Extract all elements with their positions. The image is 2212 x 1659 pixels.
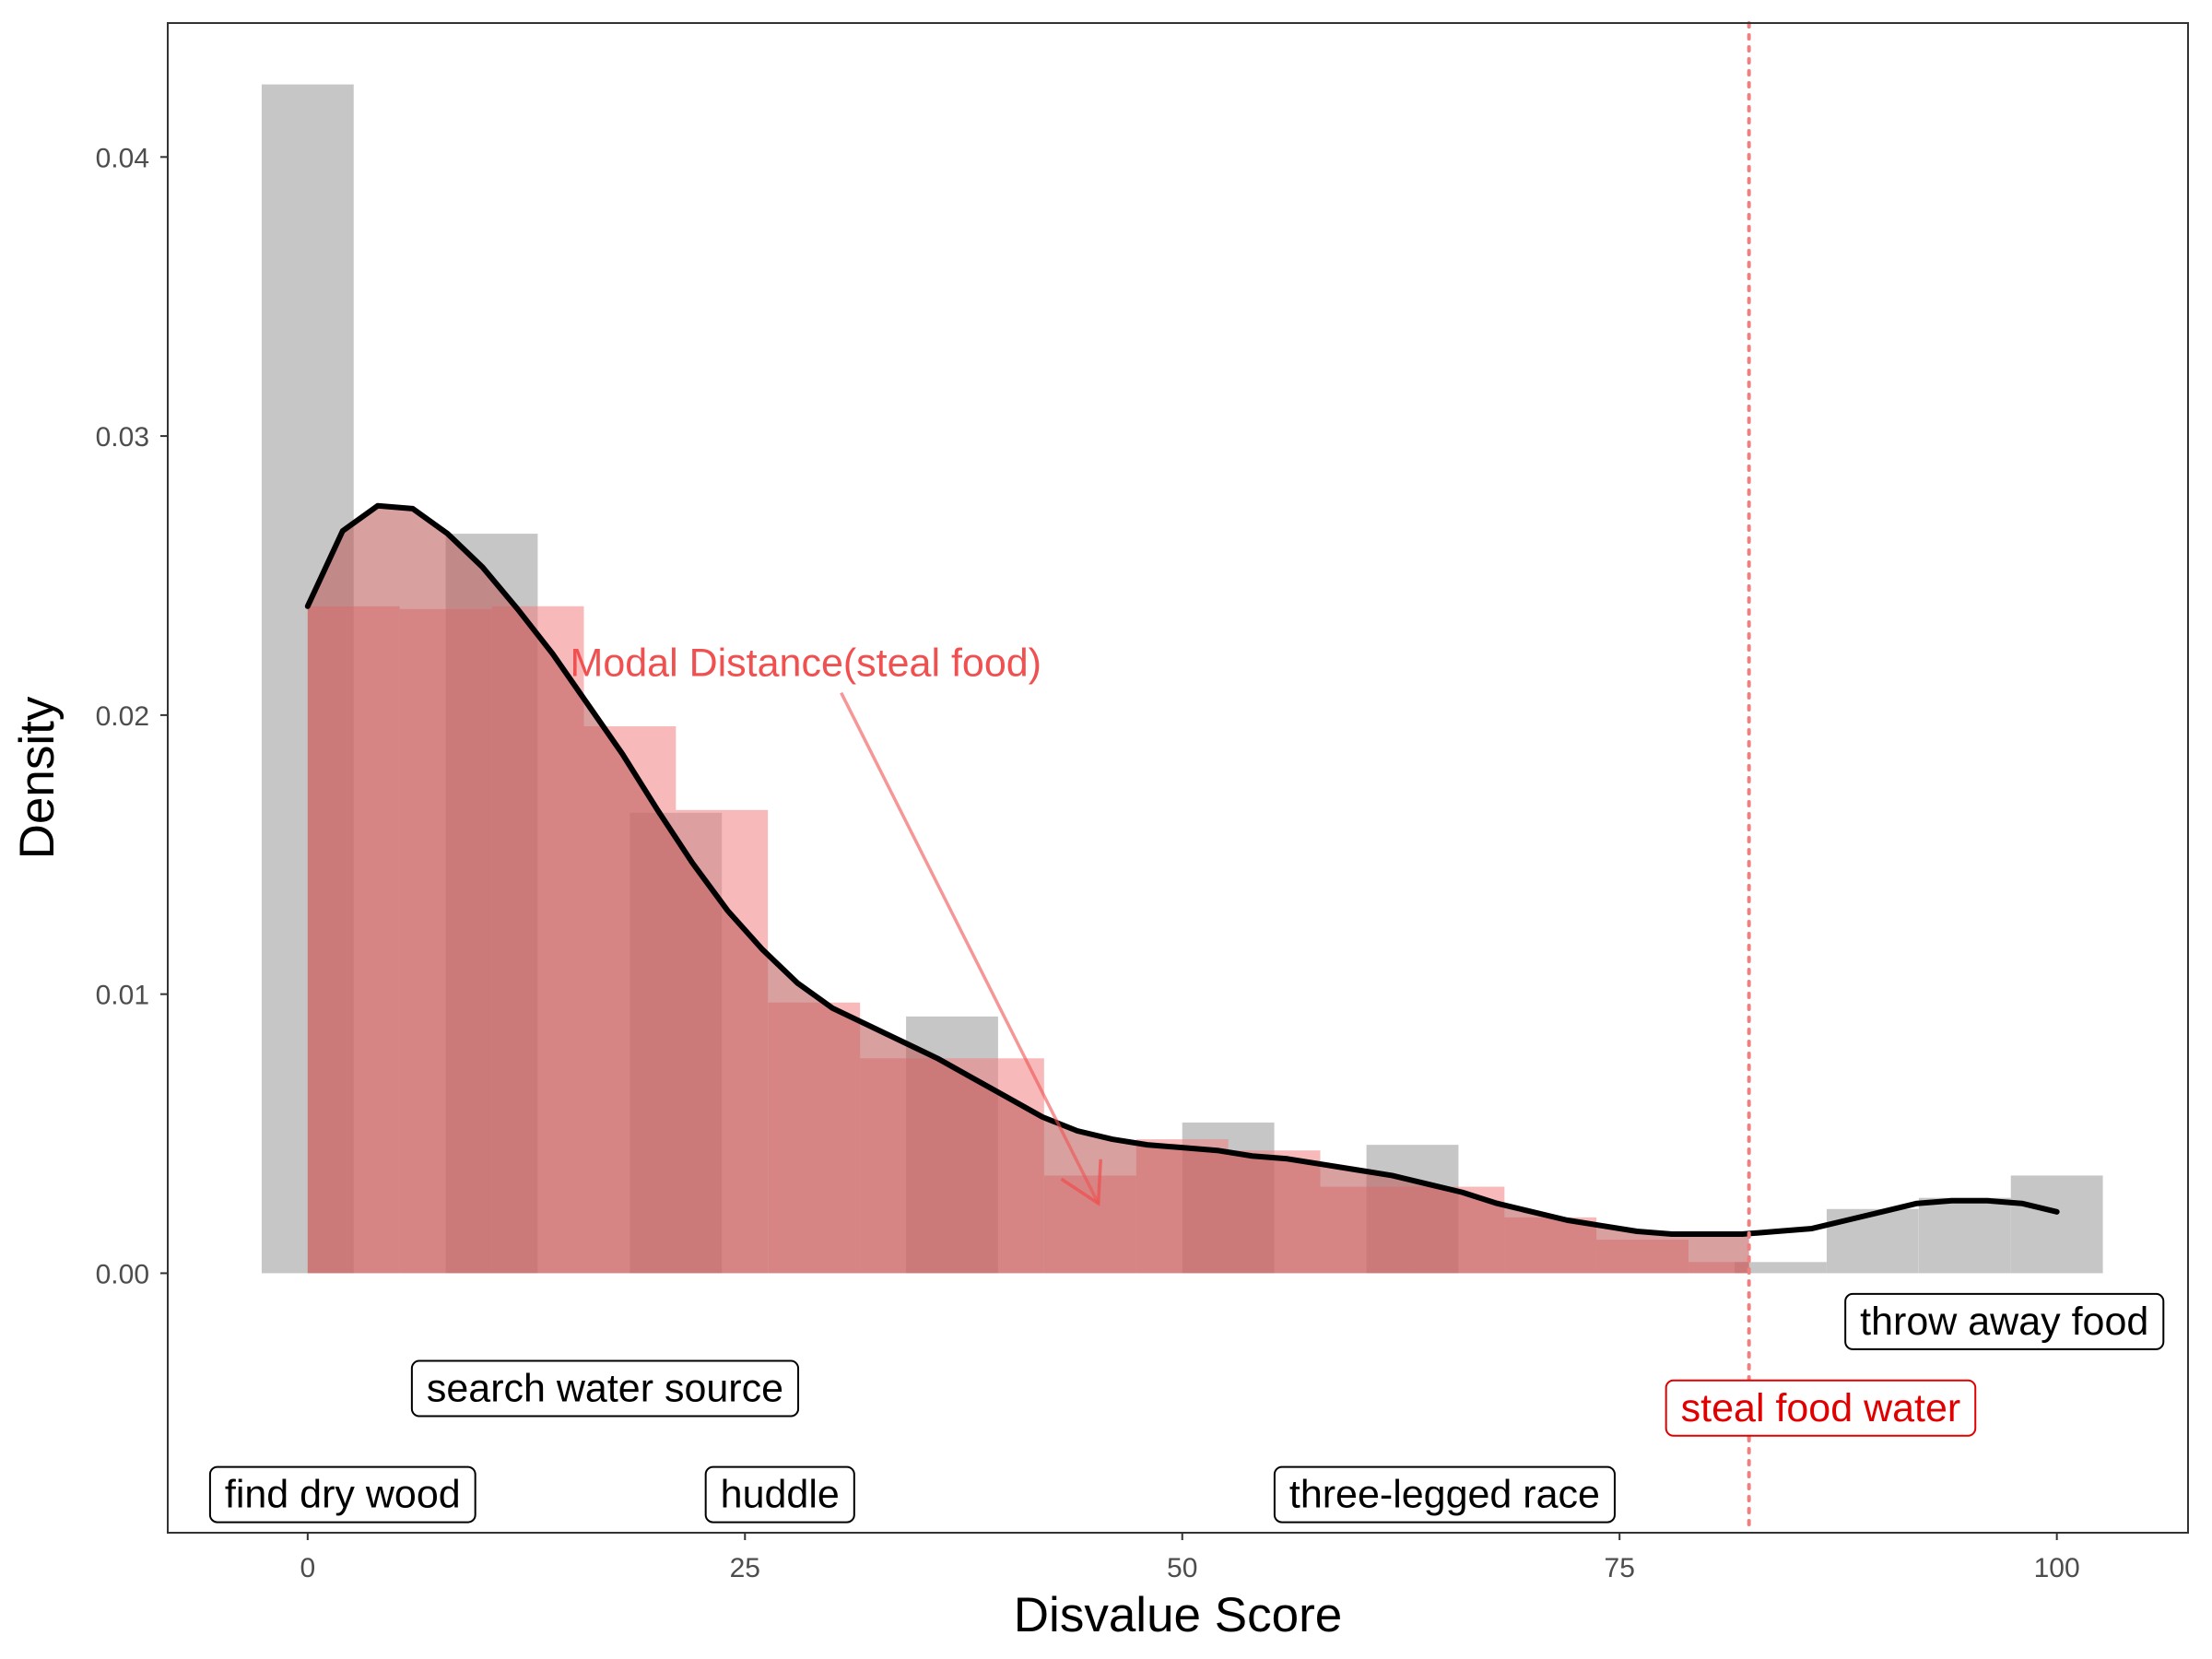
- y-axis-title: Density: [10, 696, 65, 859]
- y-tick-label: 0.02: [96, 701, 149, 732]
- boxed-label-1: find dry wood: [208, 1465, 477, 1524]
- boxed-label-text: three-legged race: [1289, 1473, 1600, 1517]
- arrow-head: [1060, 1159, 1102, 1206]
- modal-distance-label: Modal Distance(steal food): [571, 641, 1041, 685]
- boxed-label-frame: [1844, 1292, 2165, 1350]
- x-tick-label: 100: [2034, 1553, 2080, 1583]
- density-area: [307, 505, 1749, 1274]
- boxed-label-text: throw away food: [1860, 1300, 2148, 1344]
- x-tick-label: 75: [1605, 1553, 1635, 1583]
- x-tick-label: 0: [300, 1553, 315, 1583]
- boxed-label-0: search water source: [410, 1359, 800, 1418]
- gray-bar-17: [1826, 1208, 1919, 1274]
- plot-annotations: Modal Distance(steal food) search water s…: [208, 21, 2165, 1535]
- axis-ticks: 0 25 50 75 100 0.00 0.01 0.02 0.03 0.04: [96, 143, 2080, 1583]
- boxed-label-frame: [208, 1465, 477, 1524]
- panel-border: [167, 22, 2189, 1534]
- x-tick-label: 25: [730, 1553, 760, 1583]
- gray-bar-19: [2010, 1175, 2103, 1274]
- y-tick-label: 0.03: [96, 422, 149, 453]
- y-tick-label: 0.04: [96, 143, 149, 173]
- x-tick-label: 50: [1167, 1553, 1197, 1583]
- boxed-label-text: huddle: [721, 1473, 840, 1517]
- density-curve: [304, 502, 2060, 1238]
- boxed-label-frame: [410, 1359, 800, 1418]
- boxed-label-2: huddle: [704, 1465, 855, 1524]
- y-tick-label: 0.00: [96, 1259, 149, 1289]
- boxed-label-frame: [1665, 1379, 1977, 1437]
- x-axis-title: Disvalue Score: [1014, 1588, 1342, 1642]
- arrow-shaft: [840, 691, 1100, 1205]
- boxed-label-3: three-legged race: [1273, 1465, 1616, 1524]
- boxed-label-text: search water source: [427, 1367, 783, 1411]
- gray-bar-16: [1735, 1262, 1827, 1274]
- boxed-label-frame: [704, 1465, 855, 1524]
- boxed-label-4: throw away food: [1844, 1292, 2165, 1350]
- boxed-label-frame: [1273, 1465, 1616, 1524]
- boxed-label-text: steal food water: [1681, 1386, 1961, 1430]
- boxed-label-5: steal food water: [1665, 1379, 1977, 1437]
- boxed-label-text: find dry wood: [225, 1473, 461, 1517]
- y-tick-label: 0.01: [96, 981, 149, 1011]
- gray-bar-18: [1918, 1197, 2011, 1274]
- plot-curve: [304, 502, 2060, 1274]
